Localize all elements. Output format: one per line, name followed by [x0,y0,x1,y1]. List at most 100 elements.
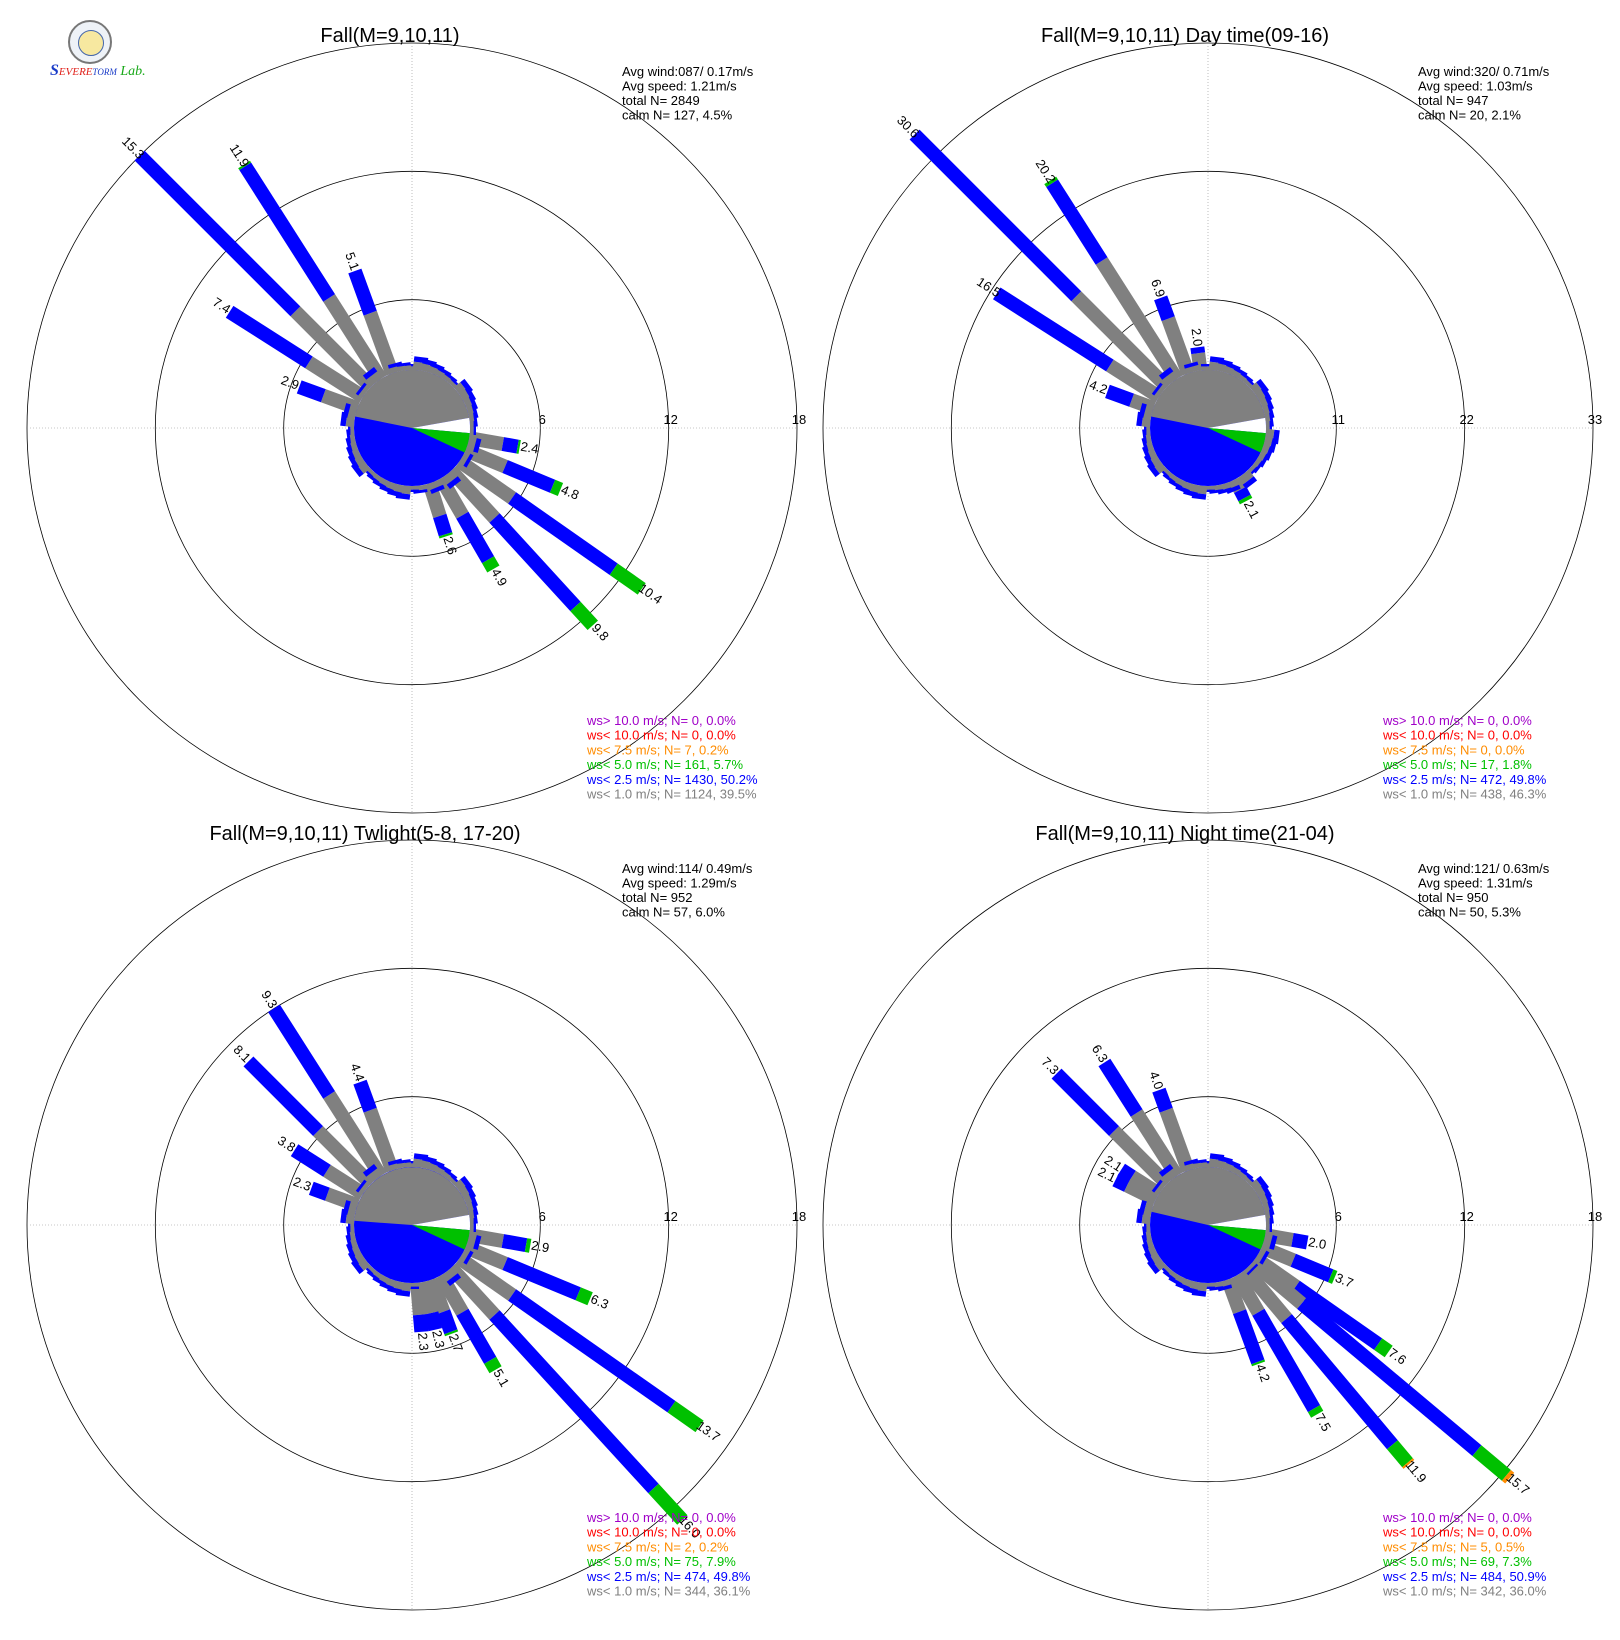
petal-green-segment [1238,494,1253,505]
petal-stub [1209,1286,1224,1291]
calm-green-sector [412,1225,470,1250]
petal-orange-segment [1402,1458,1415,1469]
petal-gray-segment [1109,1126,1172,1189]
petal-green-segment [1374,1338,1393,1358]
petal-label: 6.9 [1148,277,1168,299]
petal-stub [473,412,478,427]
stat-line: calm N= 50, 5.3% [1418,905,1521,920]
calm-green-sector [1208,1225,1266,1250]
petal-stub [1142,1243,1152,1258]
petal-stub [1254,1247,1267,1263]
petal-stub [458,1247,471,1263]
petal-stub [1217,1284,1233,1292]
petal-blue-segment [437,1309,458,1335]
petal-blue-segment [134,150,301,317]
petal-green-segment [482,556,500,573]
petal-blue-segment [502,460,556,493]
petal-stub [346,429,351,444]
petal-stub [471,1200,479,1216]
petal-stub [473,1218,476,1232]
calm-gray-sector [1151,369,1266,428]
petal-stub [387,1158,403,1166]
petal-stub [387,361,403,369]
petal-green-segment [1251,1359,1266,1367]
petal-stub [342,403,351,418]
petal-stub [1259,1250,1270,1265]
legend-entry: ws< 5.0 m/s; N= 161, 5.7% [586,757,744,772]
petal-label: 4.2 [1253,1362,1273,1384]
petal-stub [1269,1209,1274,1224]
petal-label: 4.0 [1146,1069,1166,1091]
stat-line: Avg speed: 1.21m/s [622,79,737,94]
petal-blue-segment [501,1234,528,1252]
petal-gray-segment [1230,1271,1265,1316]
petal-blue-segment [1252,1308,1321,1413]
stat-line: total N= 2849 [622,93,700,108]
petal-green-segment [1044,176,1058,187]
calm-green-sector [412,428,470,453]
petal-stub [1143,1201,1154,1217]
legend-entry: ws< 2.5 m/s; N= 472, 49.8% [1382,772,1547,787]
petal-blue-segment [456,1308,497,1364]
petal-162.5: 2.6 [422,481,460,556]
petal-stub [355,382,367,396]
chart-title: Fall(M=9,10,11) [320,25,459,47]
petal-label: 2.3 [429,1329,448,1350]
petal-stub [1142,446,1152,461]
petal-stub [473,421,476,435]
petal-blue-segment [1152,1087,1173,1113]
grid-ring [950,170,1466,686]
ring-label: 11 [1332,412,1346,427]
petal-stub [441,469,458,485]
petal-green-segment [1328,1269,1338,1284]
petal-gray-segment [1161,316,1195,376]
petal-gray-segment [323,294,387,383]
petal-green-segment [516,439,521,454]
petal-stub [1141,1234,1149,1250]
petal-blue-segment [1105,384,1134,407]
stat-line: Avg speed: 1.03m/s [1418,79,1533,94]
petal-blue-segment [456,511,495,564]
petal-green-segment [549,479,564,496]
legend-entry: ws> 10.0 m/s; N= 0, 0.0% [1382,713,1532,728]
petal-stub [346,1243,356,1258]
petal-stub [1262,1233,1273,1249]
petal-blue-segment [424,1311,442,1332]
petal-blue-segment [1154,295,1175,322]
petal-blue-segment [1190,346,1206,355]
petal-label: 2.3 [291,1174,313,1194]
petal-green-segment [238,160,252,170]
petal-blue-segment [268,1004,335,1099]
petal-stub [473,438,482,453]
petal-stub [473,1209,478,1224]
legend-entry: ws< 5.0 m/s; N= 69, 7.3% [1382,1554,1532,1569]
petal-stub [1143,404,1154,420]
petal-150: 5.1 [434,1271,512,1389]
petal-blue-segment [290,1144,331,1177]
chart-title: Fall(M=9,10,11) Twlight(5-8, 17-20) [209,823,520,845]
petal-blue-segment [1291,1280,1383,1350]
petal-stub [1264,395,1274,410]
stat-line: calm N= 127, 4.5% [622,108,733,123]
petal-gray-segment [455,455,517,504]
petal-stub [1242,476,1258,489]
petal-label: 2.0 [1307,1234,1327,1252]
ring-label: 12 [663,412,677,427]
petal-stub [1158,1164,1174,1177]
seal-icon [68,20,112,64]
petal-blue-segment [501,437,519,454]
petal-stub [446,1273,462,1286]
stat-line: total N= 950 [1418,890,1488,905]
petal-blue-segment [1290,1253,1334,1283]
petal-stub [468,395,478,410]
legend-entry: ws< 10.0 m/s; N= 0, 0.0% [586,728,736,743]
ring-label: 33 [1588,412,1602,427]
petal-stub [1192,1162,1208,1169]
petal-stub [358,384,371,399]
petal-stub [346,446,356,461]
ring-label: 6 [539,1209,546,1224]
petal-blue-segment [433,513,453,537]
petal-gray-segment [422,481,447,519]
petal-stub [1151,1179,1163,1193]
